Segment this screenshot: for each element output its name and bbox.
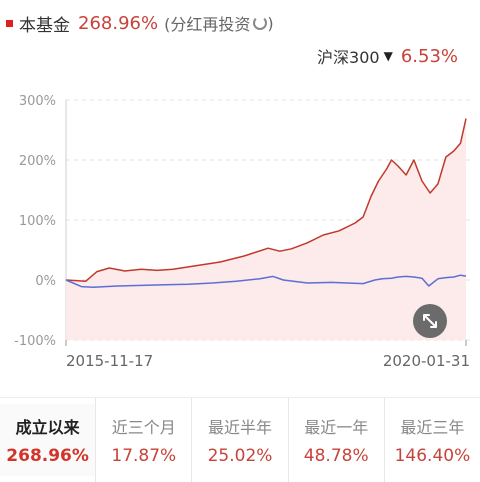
benchmark-selector[interactable]: 沪深300 ▼ 6.53% bbox=[317, 44, 458, 68]
fund-legend-swatch bbox=[6, 19, 13, 27]
fund-legend-label: 本基金 bbox=[19, 15, 70, 36]
period-tab[interactable]: 最近一年 48.78% bbox=[289, 398, 385, 482]
performance-chart: 300% 200% 100% 0% -100% 2015-11-17 2020-01-31 bbox=[14, 94, 470, 370]
period-tab-value: 25.02% bbox=[207, 446, 273, 466]
period-tab[interactable]: 最近半年 25.02% bbox=[192, 398, 289, 482]
benchmark-series-line bbox=[65, 274, 467, 288]
fund-legend: 本基金 268.96% (分红再投资 ) bbox=[6, 9, 274, 37]
benchmark-label: 沪深300 bbox=[317, 48, 380, 67]
period-tab-label: 最近半年 bbox=[208, 418, 273, 437]
period-tab-label: 成立以来 bbox=[15, 418, 80, 437]
fund-legend-note: (分红再投资 bbox=[164, 15, 251, 34]
refresh-icon[interactable] bbox=[253, 16, 268, 30]
expand-diagonal-icon bbox=[423, 314, 437, 328]
period-tab-label: 近三个月 bbox=[111, 418, 176, 437]
benchmark-value: 6.53% bbox=[400, 45, 458, 67]
period-tabs: 成立以来 268.96% 近三个月 17.87% 最近半年 25.02% 最近一年 48.78… bbox=[0, 397, 480, 482]
period-tab-label: 最近三年 bbox=[400, 418, 465, 437]
period-tab[interactable]: 最近三年 146.40% bbox=[385, 398, 480, 482]
fund-series-line bbox=[65, 118, 467, 282]
period-tab-value: 48.78% bbox=[303, 446, 369, 466]
expand-button[interactable] bbox=[413, 304, 447, 338]
y-tick-label: -100% bbox=[14, 334, 56, 349]
x-tick-label-start: 2015-11-17 bbox=[66, 352, 153, 370]
fund-legend-note-close: ) bbox=[267, 13, 274, 33]
period-tab-value: 17.87% bbox=[111, 446, 177, 466]
fund-area-fill bbox=[66, 118, 466, 340]
period-tab[interactable]: 近三个月 17.87% bbox=[96, 398, 193, 482]
period-tab[interactable]: 成立以来 268.96% bbox=[0, 398, 97, 482]
y-tick-label: 100% bbox=[19, 214, 56, 229]
caret-down-icon[interactable]: ▼ bbox=[383, 49, 393, 63]
y-tick-label: 200% bbox=[19, 154, 56, 169]
y-tick-label: 0% bbox=[35, 274, 56, 289]
period-tab-value: 146.40% bbox=[394, 446, 471, 466]
period-tab-value: 268.96% bbox=[6, 446, 89, 466]
y-tick-label: 300% bbox=[19, 94, 56, 109]
x-tick-label-end: 2020-01-31 bbox=[383, 352, 470, 370]
fund-legend-value: 268.96% bbox=[78, 12, 159, 34]
period-tab-label: 最近一年 bbox=[304, 418, 369, 437]
